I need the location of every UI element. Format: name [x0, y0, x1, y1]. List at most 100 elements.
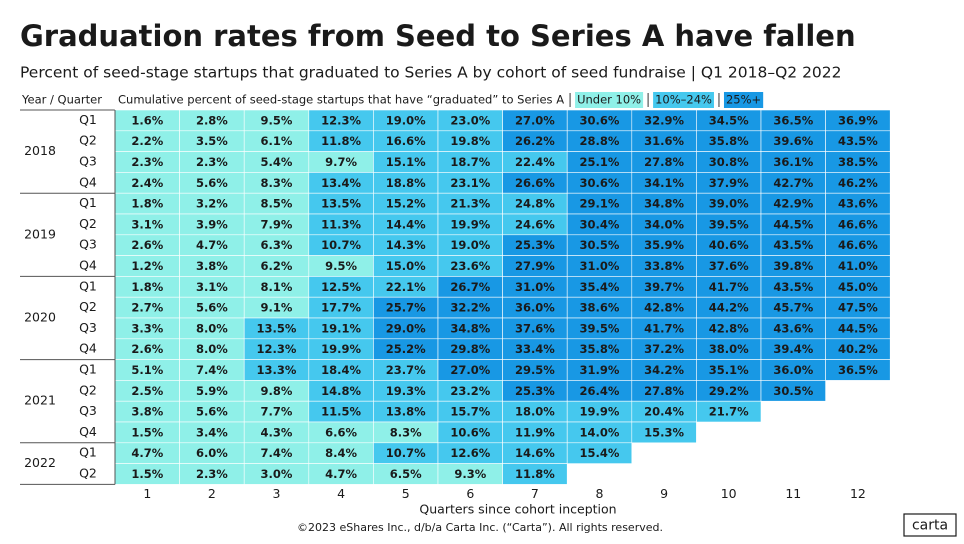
cell-label: 37.2% — [644, 342, 684, 356]
cell-label: 18.8% — [386, 176, 426, 190]
cell-label: 45.7% — [773, 301, 813, 315]
cell-label: 6.0% — [196, 446, 228, 460]
cell-label: 12.5% — [321, 280, 361, 294]
cell-label: 2.6% — [131, 342, 163, 356]
cell-label: 11.9% — [515, 425, 555, 439]
cell-label: 13.8% — [386, 405, 426, 419]
cell-label: 31.6% — [644, 134, 684, 148]
cell-label: 18.7% — [450, 155, 490, 169]
cell-label: 3.1% — [131, 217, 163, 231]
cell-label: 38.6% — [580, 301, 620, 315]
cell-label: 34.1% — [644, 176, 684, 190]
chart-subtitle: Percent of seed-stage startups that grad… — [20, 64, 842, 82]
cell-label: 23.1% — [450, 176, 490, 190]
quarter-label: Q4 — [79, 424, 97, 439]
quarter-label: Q2 — [79, 216, 97, 231]
cell-label: 29.0% — [386, 321, 426, 335]
cell-label: 44.5% — [773, 217, 813, 231]
cell-label: 30.4% — [580, 217, 620, 231]
x-tick-label: 3 — [273, 486, 281, 501]
cell-label: 12.6% — [450, 446, 490, 460]
cell-label: 13.3% — [257, 363, 297, 377]
quarter-label: Q1 — [79, 445, 97, 460]
quarter-label: Q4 — [79, 174, 97, 189]
cell-label: 6.6% — [325, 425, 357, 439]
cell-label: 43.6% — [838, 197, 878, 211]
cell-label: 6.3% — [261, 238, 293, 252]
cell-label: 39.0% — [709, 197, 749, 211]
cell-label: 36.9% — [838, 113, 878, 127]
cell-label: 31.0% — [515, 280, 555, 294]
cell-label: 15.1% — [386, 155, 426, 169]
cell-label: 38.5% — [838, 155, 878, 169]
cell-label: 32.2% — [450, 301, 490, 315]
cell-label: 42.9% — [773, 197, 813, 211]
heatmap-cell — [631, 421, 697, 444]
cell-label: 20.4% — [644, 405, 684, 419]
cell-label: 2.5% — [131, 384, 163, 398]
cell-label: 35.8% — [580, 342, 620, 356]
cell-label: 4.7% — [196, 238, 228, 252]
cell-label: 7.9% — [261, 217, 293, 231]
cell-label: 19.9% — [450, 217, 490, 231]
cell-label: 3.9% — [196, 217, 228, 231]
cell-label: 40.2% — [838, 342, 878, 356]
cell-label: 3.1% — [196, 280, 228, 294]
cell-label: 38.0% — [709, 342, 749, 356]
cell-label: 19.0% — [450, 238, 490, 252]
cell-label: 18.4% — [321, 363, 361, 377]
cell-label: 3.5% — [196, 134, 228, 148]
cell-label: 25.3% — [515, 384, 555, 398]
cell-label: 8.3% — [390, 425, 422, 439]
cell-label: 12.3% — [321, 113, 361, 127]
quarter-label: Q2 — [79, 382, 97, 397]
cell-label: 44.5% — [838, 321, 878, 335]
cell-label: 6.2% — [261, 259, 293, 273]
cell-label: 5.6% — [196, 301, 228, 315]
x-tick-label: 8 — [596, 486, 604, 501]
cell-label: 9.8% — [261, 384, 293, 398]
cell-label: 45.0% — [838, 280, 878, 294]
cell-label: 2.4% — [131, 176, 163, 190]
value-header: Cumulative percent of seed-stage startup… — [118, 93, 564, 107]
quarter-label: Q4 — [79, 258, 97, 273]
cell-label: 41.7% — [644, 321, 684, 335]
cell-label: 39.6% — [773, 134, 813, 148]
logo: carta — [912, 518, 948, 534]
cell-label: 18.0% — [515, 405, 555, 419]
year-label: 2019 — [24, 226, 56, 241]
cell-label: 43.6% — [773, 321, 813, 335]
legend-swatch — [723, 92, 764, 108]
cell-label: 39.7% — [644, 280, 684, 294]
cell-label: 27.8% — [644, 155, 684, 169]
cell-label: 5.4% — [261, 155, 293, 169]
row-header: Year / Quarter — [21, 93, 102, 107]
cell-label: 15.4% — [580, 446, 620, 460]
cell-label: 4.3% — [261, 425, 293, 439]
cell-label: 11.8% — [515, 467, 555, 481]
heatmap-cell — [760, 380, 826, 402]
cell-label: 36.5% — [773, 113, 813, 127]
cell-label: 30.6% — [580, 113, 620, 127]
cell-label: 15.0% — [386, 259, 426, 273]
cell-label: 2.3% — [131, 155, 163, 169]
cell-label: 30.8% — [709, 155, 749, 169]
x-tick-label: 7 — [531, 486, 539, 501]
quarter-label: Q4 — [79, 341, 97, 356]
cell-label: 3.2% — [196, 197, 228, 211]
cell-label: 36.0% — [515, 301, 555, 315]
heatmap-cell — [566, 442, 633, 464]
cell-label: 27.8% — [644, 384, 684, 398]
legend-label: Under 10% — [577, 93, 641, 107]
cell-label: 13.5% — [257, 321, 297, 335]
chart-title: Graduation rates from Seed to Series A h… — [20, 19, 856, 53]
cell-label: 23.6% — [450, 259, 490, 273]
cell-label: 1.5% — [131, 425, 163, 439]
cell-label: 14.4% — [386, 217, 426, 231]
cell-label: 25.7% — [386, 301, 426, 315]
cell-label: 3.4% — [196, 425, 228, 439]
quarter-label: Q1 — [79, 195, 97, 210]
cell-label: 9.1% — [261, 301, 293, 315]
year-label: 2020 — [24, 310, 56, 325]
